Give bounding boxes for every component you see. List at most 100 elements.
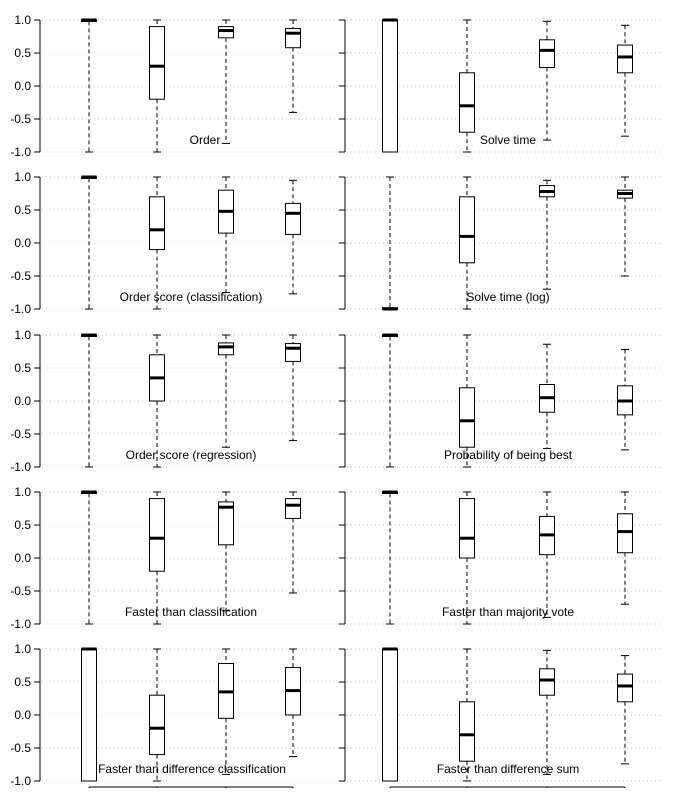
iqr-box	[149, 498, 165, 572]
box-sat-ind	[617, 24, 633, 137]
y-tick-label: -0.5	[10, 112, 31, 126]
y-tick-label: 0.5	[14, 361, 31, 375]
y-tick-label: 0.5	[14, 675, 31, 689]
y-tick-label: 0.5	[14, 203, 31, 217]
box-csp	[81, 333, 97, 468]
box-csp	[81, 18, 97, 153]
box-sat-han	[218, 176, 234, 293]
box-qbf	[459, 648, 475, 782]
box-sat-han	[218, 334, 234, 448]
y-tick-label: 0.5	[14, 46, 31, 60]
box-sat-ind	[285, 334, 301, 442]
y-tick-label: 1.0	[14, 642, 31, 656]
box-sat-han	[539, 179, 555, 290]
panel-label: Faster than classification	[125, 605, 257, 619]
iqr-box	[459, 498, 475, 559]
box-qbf	[149, 491, 165, 625]
iqr-box	[218, 342, 234, 356]
box-sat-han	[218, 19, 234, 144]
box-csp	[382, 176, 398, 311]
panel-label: Order score (classification)	[120, 290, 263, 304]
y-tick-label: -1.0	[10, 460, 31, 474]
box-sat-ind	[285, 491, 301, 594]
iqr-box	[382, 19, 398, 153]
iqr-box	[617, 673, 633, 703]
panel-label: Solve time	[480, 133, 536, 147]
box-sat-ind	[285, 19, 301, 113]
box-sat-ind	[617, 491, 633, 605]
y-tick-label: 0.0	[14, 236, 31, 250]
box-qbf	[149, 334, 165, 468]
box-qbf	[149, 176, 165, 310]
box-qbf	[459, 176, 475, 310]
box-csp	[81, 647, 97, 782]
box-qbf	[459, 334, 475, 468]
box-csp	[81, 175, 97, 310]
box-qbf	[149, 19, 165, 153]
y-tick-label: 1.0	[14, 170, 31, 184]
box-qbf	[459, 19, 475, 153]
iqr-box	[285, 343, 301, 362]
y-tick-label: 0.0	[14, 79, 31, 93]
box-csp	[382, 647, 398, 782]
y-tick-label: -1.0	[10, 774, 31, 788]
iqr-box	[459, 701, 475, 762]
box-sat-han	[218, 491, 234, 612]
box-qbf	[149, 648, 165, 782]
box-csp	[382, 490, 398, 625]
iqr-box	[539, 39, 555, 69]
iqr-box	[382, 648, 398, 782]
box-sat-ind	[617, 176, 633, 277]
y-tick-label: -1.0	[10, 145, 31, 159]
box-sat-ind	[285, 179, 301, 295]
y-tick-label: 1.0	[14, 13, 31, 27]
iqr-box	[285, 498, 301, 519]
box-sat-han	[218, 648, 234, 775]
box-sat-han	[539, 649, 555, 775]
y-tick-label: -0.5	[10, 269, 31, 283]
y-tick-label: 1.0	[14, 328, 31, 342]
iqr-box	[617, 44, 633, 74]
iqr-box	[617, 513, 633, 554]
panel-label: Solve time (log)	[466, 290, 549, 304]
iqr-box	[149, 196, 165, 251]
iqr-box	[539, 668, 555, 696]
iqr-box	[459, 387, 475, 448]
box-sat-ind	[617, 655, 633, 765]
iqr-box	[285, 28, 301, 49]
iqr-box	[149, 26, 165, 100]
box-csp	[382, 333, 398, 468]
iqr-box	[218, 501, 234, 546]
y-tick-label: -1.0	[10, 302, 31, 316]
iqr-box	[285, 202, 301, 235]
box-sat-han	[539, 491, 555, 618]
y-tick-label: -0.5	[10, 741, 31, 755]
box-sat-ind	[617, 349, 633, 451]
y-tick-label: -1.0	[10, 617, 31, 631]
y-tick-label: -0.5	[10, 584, 31, 598]
iqr-box	[149, 694, 165, 756]
y-tick-label: 0.5	[14, 518, 31, 532]
box-sat-han	[539, 20, 555, 141]
box-sat-han	[539, 343, 555, 450]
box-sat-ind	[285, 648, 301, 758]
y-tick-label: 0.0	[14, 551, 31, 565]
y-tick-label: -0.5	[10, 427, 31, 441]
panel-label: Probability of being best	[444, 448, 573, 462]
iqr-box	[81, 648, 97, 782]
y-tick-label: 0.0	[14, 708, 31, 722]
panel-label: Faster than majority vote	[442, 605, 574, 619]
panel-label: Faster than difference sum	[437, 762, 580, 776]
panel-label: Order	[190, 133, 221, 147]
box-csp	[81, 490, 97, 625]
box-csp	[382, 18, 398, 153]
iqr-box	[218, 26, 234, 39]
y-tick-label: 1.0	[14, 485, 31, 499]
panel-label: Order score (regression)	[126, 448, 257, 462]
box-qbf	[459, 491, 475, 625]
panel-label: Faster than difference classification	[98, 762, 286, 776]
y-tick-label: 0.0	[14, 394, 31, 408]
iqr-box	[459, 72, 475, 133]
